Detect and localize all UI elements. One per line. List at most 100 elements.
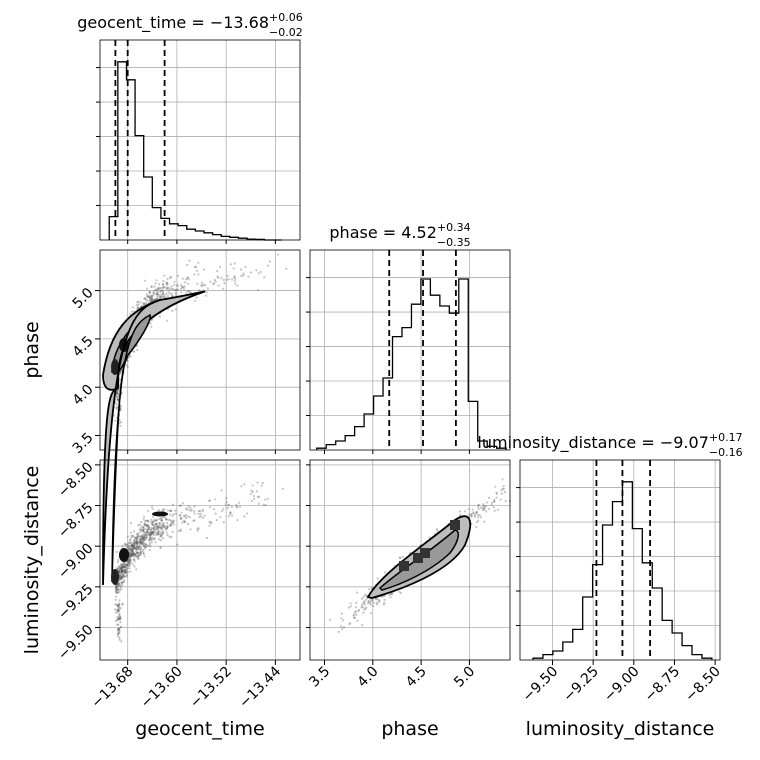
- xlabel-geocent_time: geocent_time: [135, 718, 264, 740]
- scatter-point: [121, 570, 124, 573]
- scatter-point: [133, 558, 136, 561]
- scatter-point: [483, 507, 486, 510]
- scatter-point: [171, 514, 174, 518]
- scatter-point: [140, 540, 143, 543]
- scatter-point: [222, 507, 225, 510]
- scatter-point: [128, 567, 131, 570]
- scatter-point: [116, 392, 119, 395]
- scatter-point: [364, 593, 367, 596]
- scatter-point: [170, 509, 173, 512]
- scatter-point: [121, 566, 124, 569]
- scatter-point: [342, 619, 345, 622]
- scatter-point: [117, 623, 120, 626]
- scatter-point: [155, 279, 158, 282]
- scatter-point: [158, 521, 161, 525]
- scatter-point: [146, 509, 150, 513]
- scatter-point: [154, 298, 158, 301]
- scatter-point: [169, 524, 172, 527]
- scatter-point: [127, 544, 130, 547]
- scatter-point: [116, 629, 120, 632]
- scatter-point: [146, 299, 149, 302]
- scatter-point: [131, 547, 134, 550]
- scatter-point: [136, 535, 140, 538]
- scatter-point: [160, 519, 163, 523]
- scatter-point: [148, 291, 151, 294]
- scatter-point: [494, 485, 497, 488]
- scatter-point: [171, 530, 174, 534]
- scatter-point: [167, 291, 170, 294]
- scatter-point: [150, 538, 153, 541]
- scatter-point: [147, 527, 150, 530]
- scatter-point: [193, 299, 197, 302]
- scatter-point: [377, 598, 380, 602]
- scatter-point: [120, 568, 123, 571]
- scatter-point: [130, 544, 133, 547]
- scatter-point: [114, 598, 117, 601]
- scatter-point: [372, 605, 375, 608]
- scatter-point: [115, 584, 118, 588]
- scatter-point: [139, 551, 142, 554]
- scatter-point: [136, 554, 140, 557]
- scatter-point: [143, 297, 147, 300]
- scatter-point: [120, 588, 123, 591]
- scatter-point: [151, 318, 154, 321]
- scatter-point: [142, 302, 145, 305]
- scatter-point: [133, 554, 136, 557]
- scatter-point: [477, 503, 480, 506]
- scatter-point: [141, 541, 144, 544]
- scatter-point: [194, 265, 198, 268]
- scatter-point: [142, 530, 145, 533]
- scatter-point: [146, 295, 150, 298]
- scatter-point: [172, 513, 175, 516]
- scatter-point: [182, 286, 185, 289]
- scatter-point: [144, 543, 148, 546]
- scatter-point: [119, 576, 122, 580]
- scatter-point: [135, 548, 138, 551]
- scatter-point: [143, 545, 146, 548]
- scatter-point: [493, 498, 496, 501]
- scatter-point: [130, 544, 133, 548]
- scatter-point: [118, 617, 121, 620]
- scatter-point: [495, 492, 498, 495]
- scatter-point: [121, 577, 124, 580]
- scatter-point: [130, 545, 133, 548]
- scatter-point: [467, 508, 470, 511]
- scatter-point: [121, 565, 124, 568]
- scatter-point: [138, 546, 141, 549]
- scatter-point: [119, 615, 122, 618]
- scatter-point: [122, 573, 125, 576]
- scatter-point: [123, 562, 126, 565]
- scatter-point: [262, 503, 265, 506]
- scatter-point: [146, 536, 149, 539]
- scatter-point: [198, 510, 202, 513]
- density-peak: [152, 511, 168, 517]
- scatter-point: [160, 295, 163, 298]
- scatter-point: [152, 538, 155, 541]
- scatter-point: [155, 525, 158, 528]
- scatter-point: [149, 531, 152, 534]
- scatter-point: [132, 554, 135, 557]
- scatter-point: [151, 532, 154, 535]
- scatter-point: [174, 291, 177, 294]
- scatter-point: [179, 504, 182, 507]
- scatter-point: [131, 549, 134, 552]
- scatter-point: [116, 604, 119, 607]
- scatter-point: [197, 512, 200, 516]
- scatter-point: [147, 533, 150, 536]
- scatter-point: [143, 533, 146, 536]
- scatter-point: [148, 525, 151, 529]
- scatter-point: [226, 506, 229, 509]
- scatter-point: [150, 533, 153, 536]
- scatter-point: [231, 278, 234, 281]
- scatter-point: [123, 565, 127, 568]
- scatter-point: [156, 527, 159, 530]
- scatter-point: [124, 570, 127, 574]
- scatter-point: [114, 586, 117, 589]
- scatter-point: [162, 522, 165, 525]
- scatter-point: [128, 556, 131, 560]
- scatter-point: [136, 541, 139, 544]
- scatter-point: [166, 525, 169, 528]
- scatter-point: [356, 619, 359, 622]
- scatter-point: [202, 283, 205, 286]
- scatter-point: [144, 279, 147, 282]
